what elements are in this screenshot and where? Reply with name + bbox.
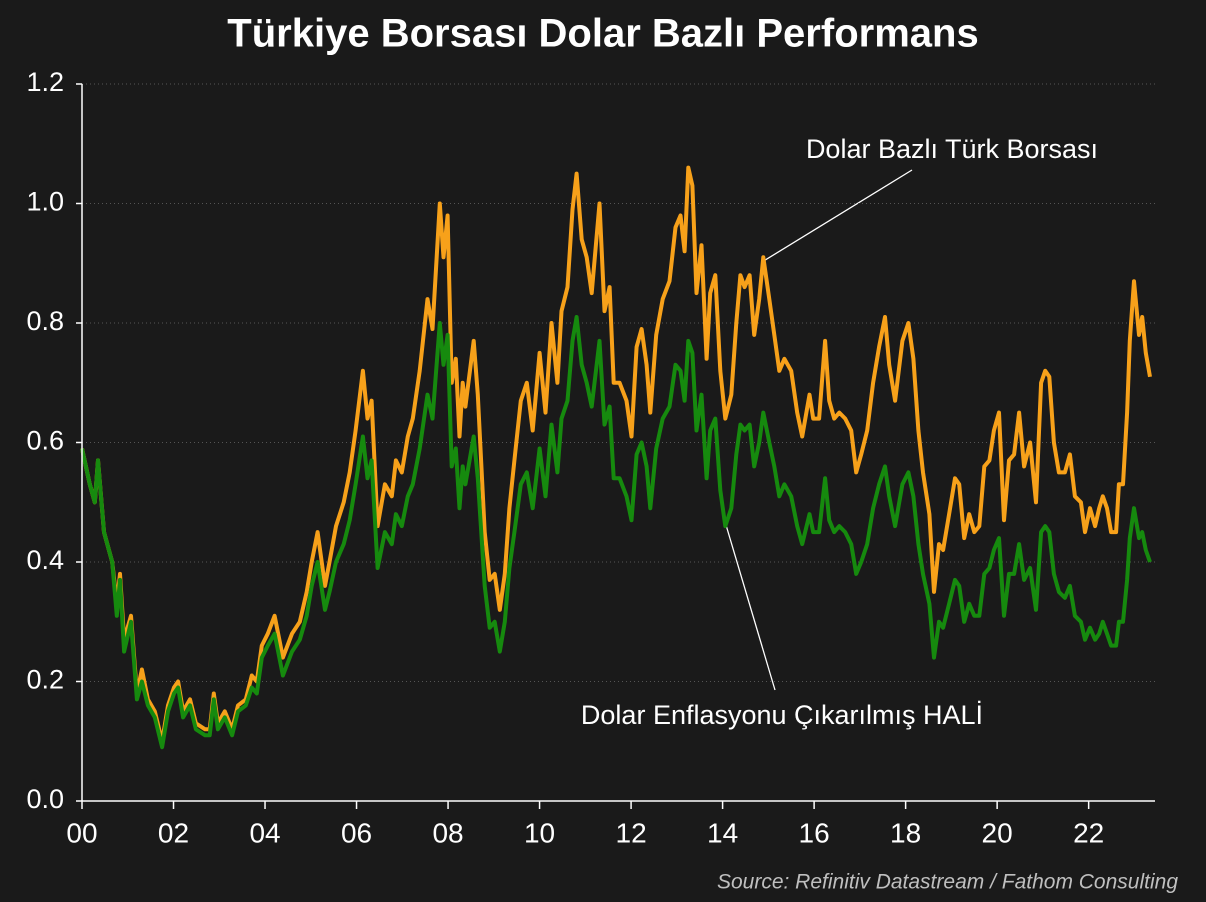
y-tick-label: 1.0 (26, 187, 64, 217)
x-tick-label: 16 (799, 817, 830, 848)
chart-title: Türkiye Borsası Dolar Bazlı Performans (227, 12, 978, 56)
series-annotation: Dolar Bazlı Türk Borsası (806, 134, 1098, 164)
series-line (80, 315, 1152, 750)
series-annotation: Dolar Enflasyonu Çıkarılmış HALİ (581, 699, 983, 730)
x-tick-label: 22 (1073, 817, 1104, 848)
y-tick-label: 0.4 (26, 545, 64, 575)
x-tick-label: 00 (66, 817, 97, 848)
x-tick-label: 12 (616, 817, 647, 848)
y-tick-label: 0.6 (26, 426, 64, 456)
x-tick-label: 10 (524, 817, 555, 848)
y-tick-label: 1.2 (26, 67, 64, 97)
leader-line (725, 524, 776, 691)
x-tick-label: 02 (158, 817, 189, 848)
y-tick-label: 0.0 (26, 784, 64, 814)
x-tick-label: 18 (890, 817, 921, 848)
y-tick-label: 0.8 (26, 306, 64, 336)
source-note: Source: Refinitiv Datastream / Fathom Co… (717, 871, 1178, 894)
x-tick-label: 08 (432, 817, 463, 848)
leader-line (761, 169, 913, 263)
y-tick-label: 0.2 (26, 665, 64, 695)
x-tick-label: 04 (249, 817, 280, 848)
x-tick-label: 20 (982, 817, 1013, 848)
x-tick-label: 14 (707, 817, 738, 848)
series-line (80, 165, 1152, 744)
x-tick-label: 06 (341, 817, 372, 848)
